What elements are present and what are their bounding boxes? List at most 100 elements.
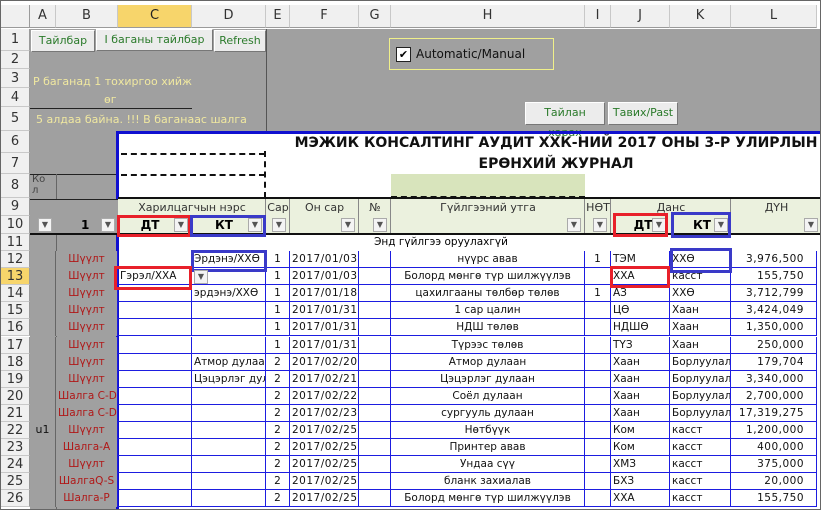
- cell-C18[interactable]: [118, 353, 192, 371]
- cell-A12[interactable]: [30, 251, 56, 269]
- filter-dropdown-g[interactable]: ▼: [373, 218, 387, 232]
- row-header-23[interactable]: 23: [1, 439, 30, 457]
- select-all-corner[interactable]: [1, 5, 30, 28]
- row-header-15[interactable]: 15: [1, 302, 30, 320]
- cell-F24[interactable]: 2017/02/25: [290, 456, 359, 474]
- cell-D15[interactable]: [192, 302, 266, 320]
- cell-B20[interactable]: Шалга C-D: [56, 387, 118, 405]
- cell-I24[interactable]: [585, 456, 611, 474]
- column-header-A[interactable]: A: [30, 5, 56, 28]
- cell-E15[interactable]: 1: [266, 302, 290, 320]
- cell-H13[interactable]: Болорд мөнгө түр шилжүүлэв: [391, 268, 585, 286]
- cell-G23[interactable]: [359, 439, 391, 457]
- row-header-10[interactable]: 10: [1, 216, 30, 234]
- cell-K24[interactable]: касст: [670, 456, 731, 474]
- row-header-21[interactable]: 21: [1, 404, 30, 422]
- cell-G19[interactable]: [359, 370, 391, 388]
- cell-E12[interactable]: 1: [266, 251, 290, 269]
- cell-B19[interactable]: Шүүлт: [56, 370, 118, 388]
- cell-K15[interactable]: Хаан: [670, 302, 731, 320]
- cell-L21[interactable]: 17,319,275: [731, 404, 817, 422]
- row-header-3[interactable]: 3: [1, 69, 30, 88]
- cell-F20[interactable]: 2017/02/22: [290, 387, 359, 405]
- cell-F25[interactable]: 2017/02/25: [290, 473, 359, 491]
- cell-E24[interactable]: 2: [266, 456, 290, 474]
- paste-button[interactable]: Тавих/Past: [608, 102, 678, 125]
- cell-I14[interactable]: 1: [585, 285, 611, 303]
- cell-A13[interactable]: [30, 268, 56, 286]
- cell-J16[interactable]: НДШӨ: [611, 319, 670, 337]
- cell-D16[interactable]: [192, 319, 266, 337]
- cell-G22[interactable]: [359, 422, 391, 440]
- cell-G18[interactable]: [359, 353, 391, 371]
- cell-G21[interactable]: [359, 404, 391, 422]
- cell-I22[interactable]: [585, 422, 611, 440]
- row-header-11[interactable]: 11: [1, 234, 30, 251]
- cell-F19[interactable]: 2017/02/21: [290, 370, 359, 388]
- cell-F23[interactable]: 2017/02/25: [290, 439, 359, 457]
- cell-F13[interactable]: 2017/01/03: [290, 268, 359, 286]
- cell-J25[interactable]: БХЗ: [611, 473, 670, 491]
- column-header-E[interactable]: E: [266, 5, 290, 28]
- cell-D20[interactable]: [192, 387, 266, 405]
- cell-J19[interactable]: Хаан: [611, 370, 670, 388]
- cell-L23[interactable]: 400,000: [731, 439, 817, 457]
- column-header-D[interactable]: D: [192, 5, 266, 28]
- cell-A15[interactable]: [30, 302, 56, 320]
- cell-A17[interactable]: [30, 336, 56, 354]
- cell-A23[interactable]: [30, 439, 56, 457]
- cell-H20[interactable]: Соёл дулаан: [391, 387, 585, 405]
- cell-I18[interactable]: [585, 353, 611, 371]
- cell-B16[interactable]: Шүүлт: [56, 319, 118, 337]
- cell-dropdown-icon[interactable]: ▼: [194, 270, 208, 284]
- row-header-20[interactable]: 20: [1, 387, 30, 405]
- cell-E26[interactable]: 2: [266, 490, 290, 508]
- cell-L25[interactable]: 20,000: [731, 473, 817, 491]
- cell-D18[interactable]: Атмор дулаан: [192, 353, 266, 371]
- cell-D21[interactable]: [192, 404, 266, 422]
- cell-I13[interactable]: [585, 268, 611, 286]
- filter-dropdown-k[interactable]: ▼: [714, 218, 728, 232]
- cell-C24[interactable]: [118, 456, 192, 474]
- cell-E17[interactable]: 1: [266, 336, 290, 354]
- cell-H15[interactable]: 1 сар цалин: [391, 302, 585, 320]
- cell-L19[interactable]: 3,340,000: [731, 370, 817, 388]
- cell-I15[interactable]: [585, 302, 611, 320]
- cell-A24[interactable]: [30, 456, 56, 474]
- cell-D24[interactable]: [192, 456, 266, 474]
- cell-J24[interactable]: ХМЗ: [611, 456, 670, 474]
- cell-F22[interactable]: 2017/02/25: [290, 422, 359, 440]
- cell-A21[interactable]: [30, 404, 56, 422]
- cell-B22[interactable]: Шүүлт: [56, 422, 118, 440]
- cell-K13[interactable]: касст: [670, 268, 731, 286]
- column-header-K[interactable]: K: [670, 5, 731, 28]
- cell-L24[interactable]: 375,000: [731, 456, 817, 474]
- cell-H25[interactable]: бланк захиалав: [391, 473, 585, 491]
- row-header-2[interactable]: 2: [1, 51, 30, 69]
- filter-dropdown-c[interactable]: ▼: [174, 218, 188, 232]
- column-header-L[interactable]: L: [731, 5, 817, 28]
- cell-H22[interactable]: Нөтбүүк: [391, 422, 585, 440]
- cell-H23[interactable]: Принтер авав: [391, 439, 585, 457]
- cell-D14[interactable]: эрдэнэ/ХХӨ: [192, 285, 266, 303]
- automatic-manual-checkbox[interactable]: ✔ Automatic/Manual: [389, 38, 554, 70]
- filter-dropdown-b[interactable]: ▼: [101, 218, 115, 232]
- cell-H18[interactable]: Атмор дулаан: [391, 353, 585, 371]
- cell-L16[interactable]: 1,350,000: [731, 319, 817, 337]
- cell-I12[interactable]: 1: [585, 251, 611, 269]
- cell-H21[interactable]: сургууль дулаан: [391, 404, 585, 422]
- filter-dropdown-i[interactable]: ▼: [593, 218, 607, 232]
- cell-C20[interactable]: [118, 387, 192, 405]
- cell-J15[interactable]: ЦӨ: [611, 302, 670, 320]
- cell-G26[interactable]: [359, 490, 391, 508]
- cell-B21[interactable]: Шалга C-D: [56, 404, 118, 422]
- cell-H19[interactable]: Цэцэрлэг дулаан: [391, 370, 585, 388]
- row-header-18[interactable]: 18: [1, 353, 30, 371]
- tailbar-button[interactable]: Тайлбар: [31, 30, 95, 52]
- row-header-5[interactable]: 5: [1, 107, 30, 131]
- cell-D25[interactable]: [192, 473, 266, 491]
- cell-G15[interactable]: [359, 302, 391, 320]
- cell-K17[interactable]: Хаан: [670, 336, 731, 354]
- column-header-F[interactable]: F: [290, 5, 359, 28]
- cell-K23[interactable]: касст: [670, 439, 731, 457]
